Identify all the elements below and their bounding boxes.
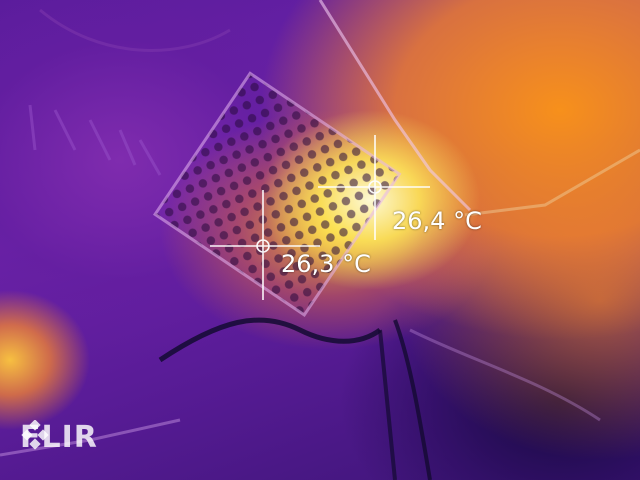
edge-line	[318, 0, 472, 212]
cable	[378, 329, 397, 480]
flir-diamond-icon	[21, 420, 49, 450]
flir-logo: FLIR	[20, 420, 98, 455]
cable	[393, 319, 432, 480]
cable	[158, 317, 382, 363]
temperature-readout-1: 26,4 °C	[392, 207, 482, 235]
pad-outline	[39, 8, 231, 52]
spot-marker-2	[210, 190, 320, 300]
edge-line	[464, 148, 640, 217]
perforated-grille	[152, 71, 402, 318]
cable	[409, 328, 601, 422]
edge-line	[0, 418, 181, 457]
spot-marker-1	[318, 135, 430, 240]
temperature-readout-2: 26,3 °C	[281, 250, 371, 278]
faint-pad-logo	[28, 104, 162, 176]
